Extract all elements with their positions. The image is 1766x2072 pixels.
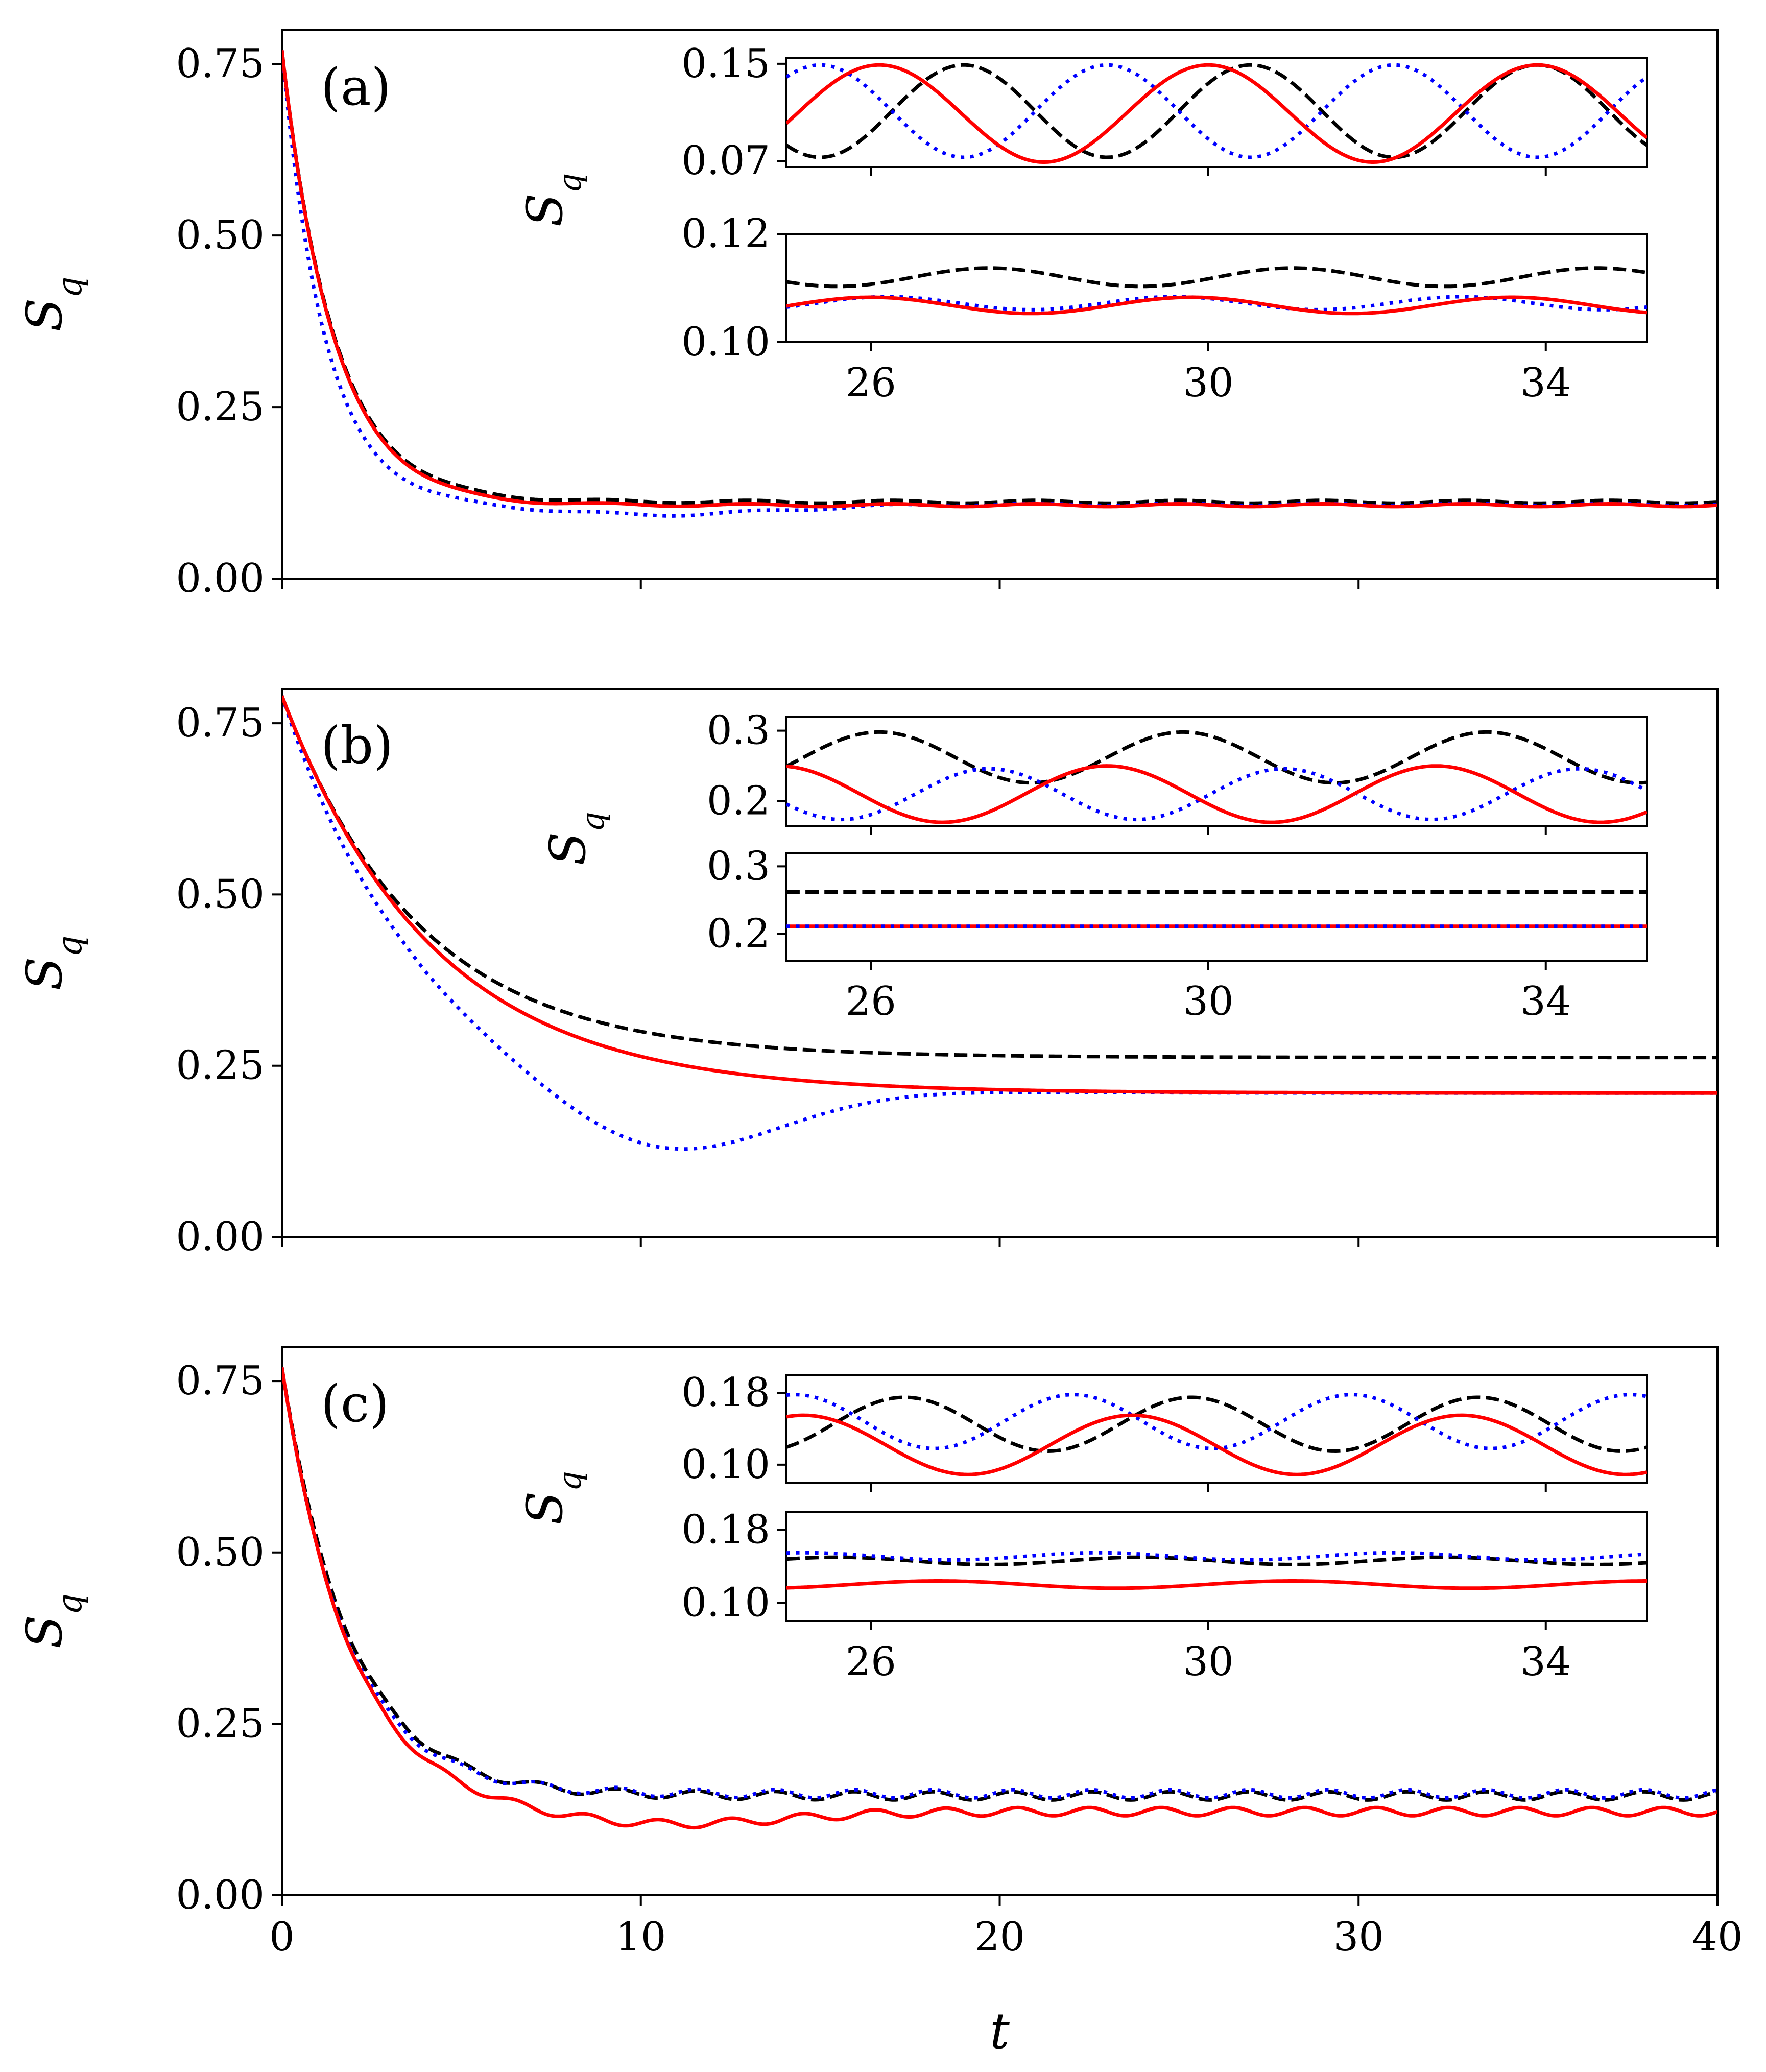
panel-b-ylabel: Sq	[16, 935, 89, 990]
panel-a-series-red-solid	[282, 50, 1717, 509]
panel-a-inset-1-ytick-label-0.15: 0.15	[681, 41, 770, 87]
panel-a-ytick-label-0.75: 0.75	[176, 41, 265, 87]
panel-a-ylabel: Sq	[16, 276, 89, 331]
panel-a-inset-2-xtick-label-26: 26	[846, 360, 896, 406]
panel-c-xtick-label-40: 40	[1692, 1914, 1743, 1960]
panel-b-inset-1: 0.2 0.3	[707, 708, 1648, 835]
panel-b-inset-2-ytick-label-0.3: 0.3	[707, 843, 770, 889]
panel-a-inset-2-xtick-label-30: 30	[1183, 360, 1233, 406]
panel-a-inset-2-xtick-label-34: 34	[1520, 360, 1571, 406]
panel-c-inset-1-frame	[785, 1374, 1648, 1484]
panel-a-ytick-label-0.25: 0.25	[176, 384, 265, 430]
panel-a-series-black-dashed	[282, 50, 1717, 505]
panel-a-inset-2-series-blue-dotted	[786, 295, 1647, 312]
panel-c-inset-2-xtick-label-30: 30	[1183, 1639, 1233, 1685]
panel-c-ytick-label-0.5: 0.50	[176, 1530, 265, 1576]
panel-b-inset-1-ytick-label-0.3: 0.3	[707, 708, 770, 754]
panel-c-xtick-label-30: 30	[1333, 1914, 1384, 1960]
panel-c-inset-1: 0.10 0.18	[681, 1370, 1648, 1492]
panel-a-inset-2-series-black-dashed	[786, 266, 1647, 289]
panel-c-series-black-dashed	[282, 1367, 1717, 1802]
panel-c-inset-2-series-red-solid	[786, 1579, 1647, 1590]
panel-a: 0.00 0.25 0.50 0.75 Sq (a) 0.07 0.15 26 30 34 0.10 0…	[16, 29, 1719, 602]
panel-a-inset-2-frame	[785, 233, 1648, 343]
panel-c-xtick-label-10: 10	[615, 1914, 666, 1960]
panel-b-inset-1-series-black-dashed	[786, 730, 1647, 785]
panel-b-inset-2-xtick-label-34: 34	[1520, 979, 1571, 1025]
panel-a-inset-2: 26 30 34 0.10 0.12	[681, 211, 1648, 406]
panel-c-inset-2-series-black-dashed	[786, 1555, 1647, 1566]
panel-a-inset-1-series-red-solid	[786, 63, 1647, 164]
panel-b-series-black-dashed	[282, 695, 1717, 1060]
panel-b-inset-2-xtick-label-30: 30	[1183, 979, 1233, 1025]
panel-c-inset-1-ytick-label-0.18: 0.18	[681, 1370, 770, 1416]
panel-b-inset-1-frame	[785, 716, 1648, 827]
panel-a-inset-1-frame	[785, 57, 1648, 168]
panel-c-ytick-label-0.25: 0.25	[176, 1701, 265, 1747]
panel-a-inset-1-ytick-label-0.07: 0.07	[681, 138, 770, 184]
panel-b-inset-1-ytick-label-0.2: 0.2	[707, 778, 770, 824]
panel-c-ylabel: Sq	[16, 1593, 89, 1649]
panel-c-inset-1-series-blue-dotted	[786, 1393, 1647, 1450]
panel-c-inset-2-ytick-label-0.18: 0.18	[681, 1507, 770, 1553]
panel-c-inset-2-frame	[785, 1511, 1648, 1622]
panel-a-ytick-label-0: 0.00	[176, 556, 265, 602]
panel-a-inset-1-series-blue-dotted	[786, 63, 1647, 159]
panel-a-ytick-label-0.5: 0.50	[176, 212, 265, 258]
panel-b-series-blue-dotted	[282, 695, 1717, 1151]
panel-c-inset-ylabel: Sq	[516, 1471, 588, 1525]
panel-c: 0 10 20 30 400.000.250.500.75Sq(c)0.100.1826…	[16, 1346, 1743, 1960]
panel-a-inset-1-series-black-dashed	[786, 63, 1647, 159]
panel-a-inset-2-series-red-solid	[786, 295, 1647, 316]
panel-b-series-red-solid	[282, 695, 1717, 1095]
panel-c-inset-2-ytick-label-0.1: 0.10	[681, 1580, 770, 1626]
panel-b-ytick-label-0: 0.00	[176, 1214, 265, 1260]
panel-a-inset-2-ytick-label-0.1: 0.10	[681, 319, 770, 365]
panel-c-inset-1-series-black-dashed	[786, 1395, 1647, 1454]
panel-b-inset-2-ytick-label-0.2: 0.2	[707, 911, 770, 957]
panel-a-inset-2-ytick-label-0.12: 0.12	[681, 211, 770, 257]
panel-c-label: (c)	[321, 1374, 389, 1434]
panel-b-inset-2-xtick-label-26: 26	[846, 979, 896, 1025]
x-axis-label: t	[990, 2003, 1010, 2060]
panel-c-inset-2: 26 30 34 0.10 0.18	[681, 1507, 1648, 1685]
panel-b-ytick-label-0.25: 0.25	[176, 1043, 265, 1089]
panel-c-inset-2-series-blue-dotted	[786, 1551, 1647, 1562]
panel-b-inset-ylabel: Sq	[539, 812, 611, 865]
panel-c-inset-2-xtick-label-34: 34	[1520, 1639, 1571, 1685]
panel-b-inset-2: 26 30 34 0.2 0.3	[707, 843, 1648, 1025]
panel-b-label: (b)	[321, 716, 393, 775]
panel-c-inset-1-ytick-label-0.1: 0.10	[681, 1442, 770, 1488]
panel-b-inset-2-frame	[785, 852, 1648, 962]
panel-a-inset-ylabel: Sq	[516, 173, 588, 227]
panel-c-series-red-solid	[282, 1367, 1717, 1830]
panel-b-ytick-label-0.75: 0.75	[176, 700, 265, 746]
panel-c-inset-2-xtick-label-26: 26	[846, 1639, 896, 1685]
panel-b-inset-1-series-red-solid	[786, 764, 1647, 824]
panel-a-label: (a)	[321, 57, 391, 117]
panel-c-inset-1-series-red-solid	[786, 1413, 1647, 1476]
panel-b: 0.00 0.25 0.50 0.75 Sq (b) 0.2 0.3 26 30 34 0.2 0.3 S…	[16, 688, 1719, 1260]
panel-c-xtick-label-0: 0	[269, 1914, 295, 1960]
panel-c-ytick-label-0.75: 0.75	[176, 1358, 265, 1404]
panel-b-ytick-label-0.5: 0.50	[176, 871, 265, 917]
panel-c-ytick-label-0: 0.00	[176, 1872, 265, 1918]
panel-b-inset-1-series-blue-dotted	[786, 767, 1647, 822]
panel-a-inset-1: 0.07 0.15	[681, 41, 1648, 184]
panel-c-xtick-label-20: 20	[974, 1914, 1025, 1960]
